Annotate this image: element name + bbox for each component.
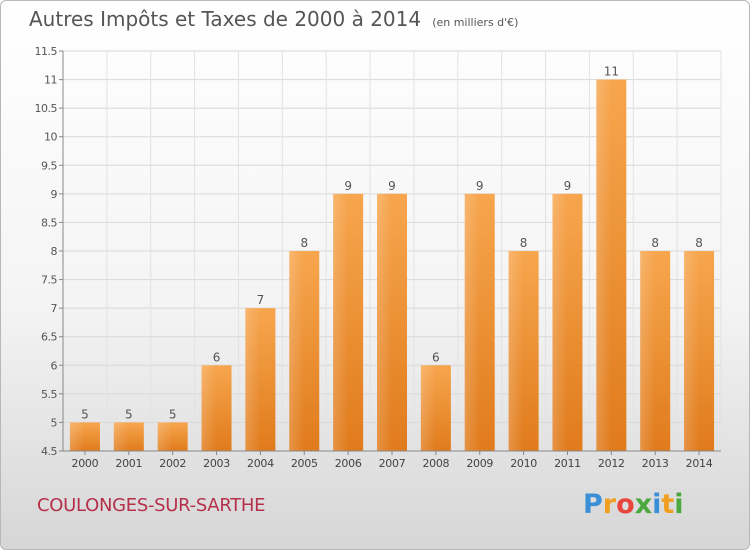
logo-letter: o — [616, 489, 635, 520]
bar-value-label: 6 — [213, 350, 221, 364]
chart-title-unit: (en milliers d'€) — [432, 16, 519, 29]
x-tick-label: 2003 — [203, 457, 230, 470]
y-tick-label: 5.5 — [41, 388, 57, 401]
y-tick-label: 4.5 — [41, 445, 57, 458]
proxiti-logo: Proxiti — [583, 489, 684, 520]
y-tick-label: 6.5 — [41, 331, 57, 344]
chart-title: Autres Impôts et Taxes de 2000 à 2014 (e… — [29, 7, 518, 31]
bar-value-label: 8 — [300, 236, 308, 250]
bar-value-label: 9 — [476, 179, 484, 193]
y-tick-label: 11 — [44, 74, 57, 87]
logo-letter: r — [602, 489, 617, 520]
bar-highlight — [377, 193, 392, 451]
x-tick-label: 2008 — [422, 457, 449, 470]
bar-value-label: 7 — [257, 293, 265, 307]
logo-letter: i — [674, 489, 684, 520]
x-tick-label: 2009 — [466, 457, 493, 470]
bar-highlight — [201, 365, 217, 451]
bar-layer: 5 5 5 6 7 8 9 9 6 9 8 9 11 8 8 — [69, 65, 715, 452]
x-tick-label: 2004 — [247, 457, 274, 470]
chart-title-main: Autres Impôts et Taxes de 2000 à 2014 — [29, 7, 422, 31]
bar-value-label: 11 — [604, 65, 619, 79]
bar-value-label: 5 — [169, 407, 177, 421]
bar-highlight — [113, 422, 129, 451]
x-tick-label: 2012 — [598, 457, 625, 470]
x-tick-label: 2006 — [335, 457, 362, 470]
logo-letter: x — [634, 489, 653, 520]
bar-value-label: 5 — [125, 407, 133, 421]
bar-highlight — [157, 422, 173, 451]
y-tick-label: 7 — [51, 302, 58, 315]
bar-highlight — [420, 365, 436, 451]
bar-value-label: 9 — [344, 179, 352, 193]
bar-highlight — [69, 422, 85, 451]
bar-value-label: 9 — [564, 179, 572, 193]
x-tick-label: 2001 — [115, 457, 142, 470]
bar-value-label: 8 — [695, 236, 703, 250]
logo-letter: t — [661, 489, 675, 520]
logo-letter: i — [652, 489, 662, 520]
y-tick-label: 9 — [51, 188, 58, 201]
bar-highlight — [464, 193, 480, 451]
bar-highlight — [552, 193, 568, 451]
x-tick-label: 2014 — [686, 457, 713, 470]
y-tick-label: 9.5 — [41, 159, 57, 172]
y-tick-label: 5 — [51, 416, 58, 429]
x-tick-label: 2002 — [159, 457, 186, 470]
bar-highlight — [640, 251, 656, 451]
y-tick-label: 8 — [51, 245, 58, 258]
bar-value-label: 5 — [81, 407, 89, 421]
y-tick-label: 7.5 — [41, 274, 57, 287]
y-tick-label: 11.5 — [35, 45, 58, 58]
commune-name: COULONGES-SUR-SARTHE — [37, 495, 266, 516]
y-tick-label: 8.5 — [41, 216, 57, 229]
x-tick-label: 2010 — [510, 457, 537, 470]
logo-letter: P — [583, 489, 603, 520]
bar-value-label: 9 — [388, 179, 396, 193]
bar-value-label: 8 — [520, 236, 528, 250]
y-tick-label: 10.5 — [35, 102, 58, 115]
bar-highlight — [596, 79, 612, 452]
bar-highlight — [245, 308, 261, 451]
x-tick-label: 2013 — [642, 457, 669, 470]
axis-layer: 4.5 5 5.5 6 6.5 7 7.5 8 8.5 9 9.5 10 10.5 11 11.5 2000 2… — [35, 45, 721, 470]
x-tick-label: 2011 — [554, 457, 581, 470]
y-tick-label: 10 — [44, 131, 57, 144]
x-tick-label: 2007 — [379, 457, 406, 470]
bar-value-label: 8 — [651, 236, 659, 250]
bar-highlight — [289, 251, 305, 451]
bar-value-label: 6 — [432, 350, 440, 364]
bar-highlight — [684, 251, 700, 451]
x-tick-label: 2000 — [72, 457, 99, 470]
y-tick-label: 6 — [51, 359, 58, 372]
x-tick-label: 2005 — [291, 457, 318, 470]
bar-highlight — [508, 251, 524, 451]
bar-highlight — [333, 193, 349, 451]
